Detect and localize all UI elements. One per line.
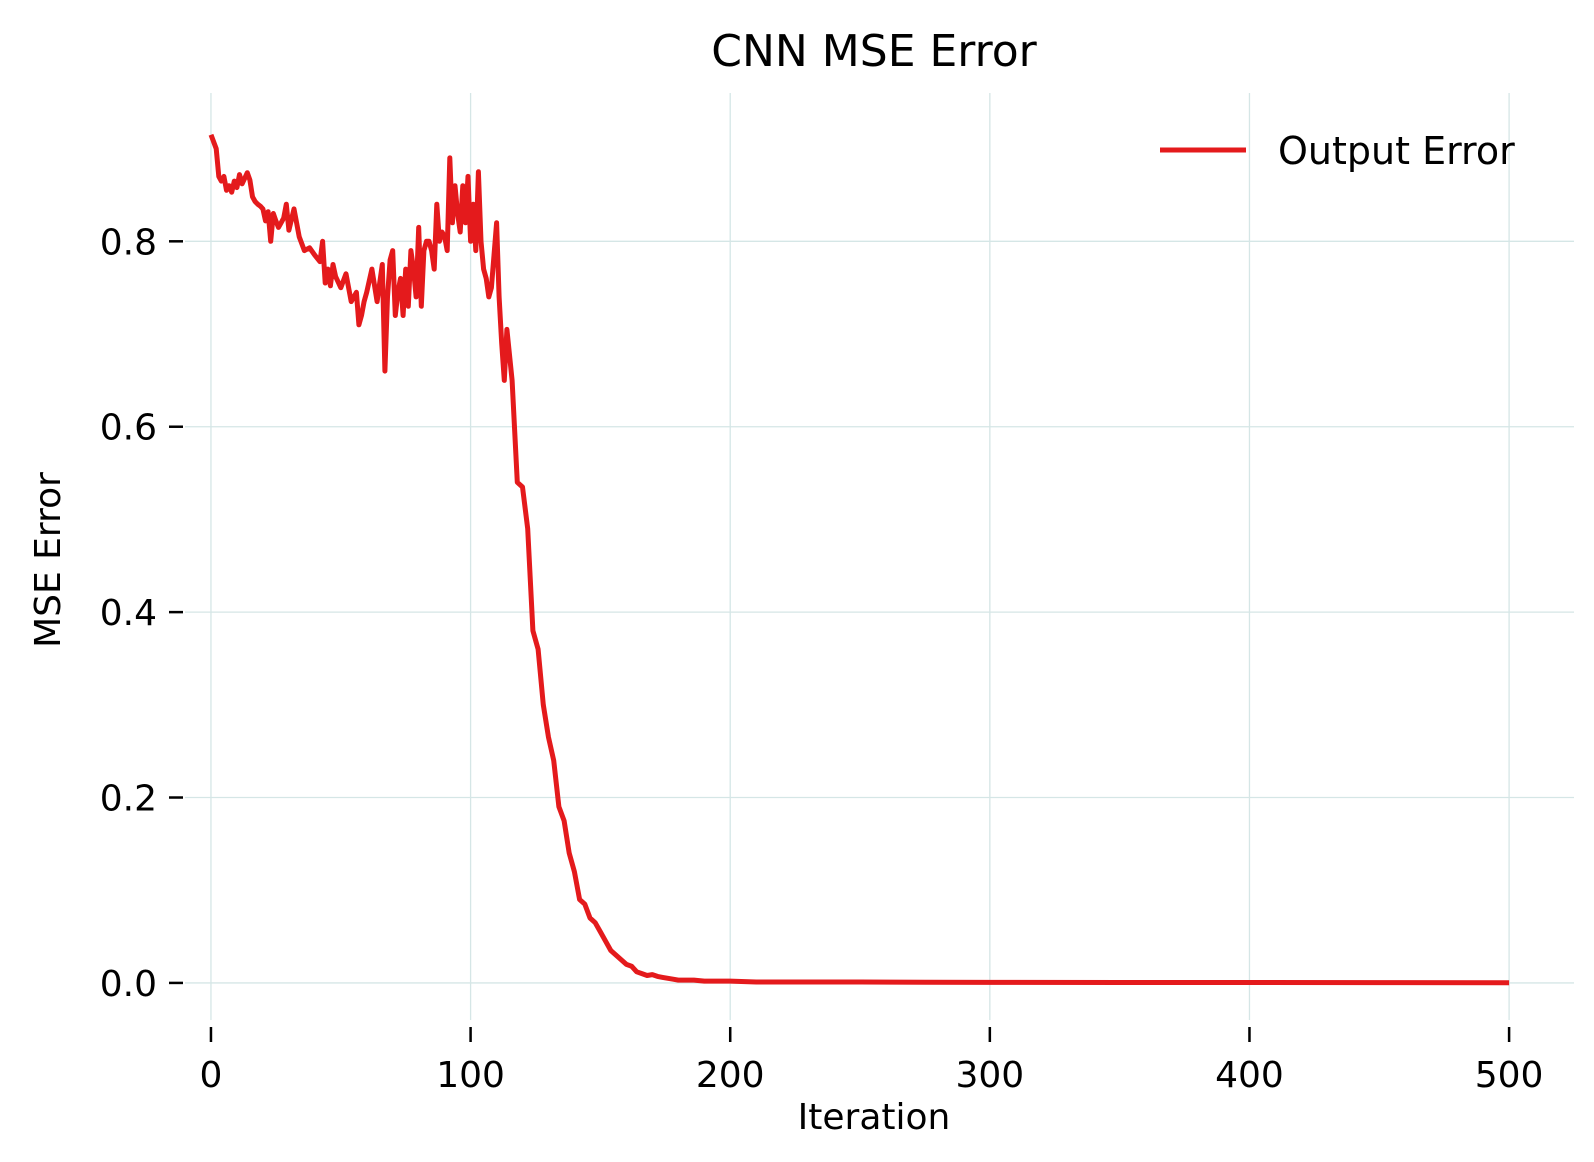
series-group [208, 133, 1510, 986]
legend-label-output-error: Output Error [1278, 129, 1515, 173]
y-axis: 0.0 0.2 0.4 0.6 0.8 [100, 222, 183, 1005]
x-tick-label: 500 [1475, 1055, 1544, 1096]
series-line-output-error [208, 133, 1510, 986]
x-tick-label: 400 [1215, 1055, 1284, 1096]
y-tick-label: 0.8 [100, 222, 157, 263]
y-tick-label: 0.4 [100, 593, 157, 634]
x-axis: 0 100 200 300 400 500 [200, 1027, 1544, 1096]
y-tick-label: 0.2 [100, 779, 157, 820]
x-tick-label: 100 [436, 1055, 505, 1096]
y-tick-label: 0.0 [100, 964, 157, 1005]
chart-title: CNN MSE Error [711, 26, 1037, 77]
y-tick-label: 0.6 [100, 408, 157, 449]
grid [185, 93, 1574, 1020]
legend: Output Error [1160, 129, 1515, 173]
y-axis-label: MSE Error [28, 472, 69, 648]
x-tick-label: 300 [955, 1055, 1024, 1096]
x-tick-label: 0 [200, 1055, 223, 1096]
x-axis-label: Iteration [798, 1097, 951, 1138]
x-tick-label: 200 [696, 1055, 765, 1096]
